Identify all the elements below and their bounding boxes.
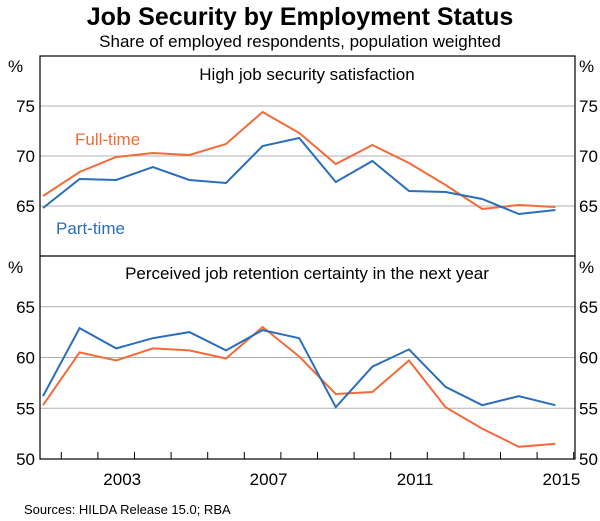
series-line-part-time-panel-1 <box>42 136 556 216</box>
unit-label-top-left: % <box>8 57 23 76</box>
y-tick-label-right: 55 <box>579 399 598 418</box>
series-line-full-time-panel-1 <box>42 110 556 211</box>
x-tick-label: 2007 <box>250 470 288 489</box>
legend-full-time: Full-time <box>75 130 140 149</box>
chart-subtitle: Share of employed respondents, populatio… <box>99 32 501 51</box>
unit-label-top-right: % <box>579 57 594 76</box>
unit-label-bottom-right: % <box>579 258 594 277</box>
x-tick-label: 2011 <box>397 470 434 489</box>
panel-title-top: High job security satisfaction <box>199 65 414 84</box>
panel-title-bottom: Perceived job retention certainty in the… <box>125 264 489 283</box>
y-tick-label-left: 70 <box>16 147 35 166</box>
x-tick-label: 2015 <box>542 470 580 489</box>
plot-frame <box>39 55 576 460</box>
unit-label-bottom-left: % <box>8 258 23 277</box>
y-tick-label-left: 50 <box>16 450 35 469</box>
y-tick-label-right: 65 <box>579 298 598 317</box>
y-tick-label-left: 65 <box>16 298 35 317</box>
chart-title: Job Security by Employment Status <box>87 3 514 31</box>
x-tick-label: 2003 <box>103 470 141 489</box>
y-tick-label-right: 65 <box>579 197 598 216</box>
y-tick-label-right: 60 <box>579 349 598 368</box>
y-tick-label-left: 55 <box>16 399 35 418</box>
legend-part-time: Part-time <box>56 219 125 238</box>
series-line-full-time-panel-2 <box>42 325 556 448</box>
y-tick-label-left: 60 <box>16 349 35 368</box>
y-tick-label-left: 65 <box>16 197 35 216</box>
source-note: Sources: HILDA Release 15.0; RBA <box>24 502 231 517</box>
y-tick-label-right: 70 <box>579 147 598 166</box>
series-line-part-time-panel-2 <box>42 326 556 409</box>
y-tick-label-right: 75 <box>579 97 598 116</box>
y-tick-label-left: 75 <box>16 97 35 116</box>
y-tick-label-right: 50 <box>579 450 598 469</box>
